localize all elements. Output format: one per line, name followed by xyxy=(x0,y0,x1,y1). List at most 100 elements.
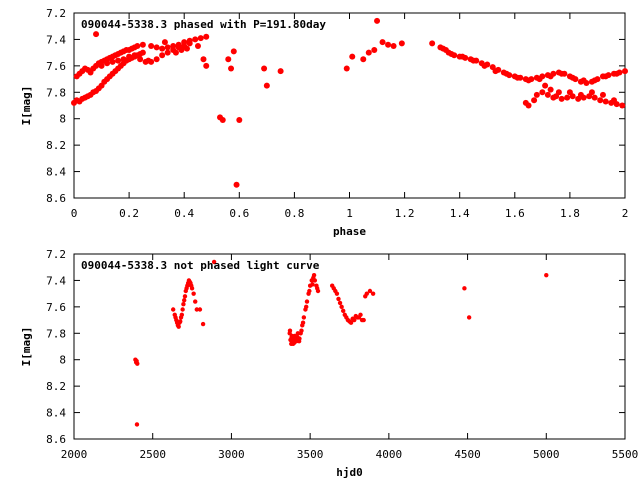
data-point xyxy=(337,300,343,306)
x-tick-label: 0 xyxy=(71,207,78,220)
data-point xyxy=(179,312,185,317)
data-point xyxy=(599,91,606,98)
data-point xyxy=(359,317,365,323)
data-point xyxy=(555,89,562,96)
data-point xyxy=(341,308,346,314)
x-axis-label: phase xyxy=(333,225,366,238)
data-point xyxy=(558,95,565,102)
data-point xyxy=(481,62,488,69)
data-point xyxy=(379,39,386,46)
y-tick-label: 7.8 xyxy=(46,327,66,340)
data-point xyxy=(189,283,194,288)
x-tick-label: 1.8 xyxy=(560,207,580,220)
data-point xyxy=(360,56,367,63)
y-tick-label: 7.2 xyxy=(46,7,66,20)
data-point xyxy=(183,45,190,52)
data-point xyxy=(290,341,296,347)
y-tick-label: 7.4 xyxy=(46,33,66,46)
data-point xyxy=(356,315,362,320)
data-point xyxy=(525,102,532,109)
data-point xyxy=(176,324,181,329)
data-point xyxy=(164,44,171,51)
data-point xyxy=(374,17,381,24)
y-tick-label: 8 xyxy=(59,354,66,367)
data-point xyxy=(347,319,352,324)
data-point xyxy=(459,53,466,60)
data-point xyxy=(304,299,310,304)
x-tick-label: 5000 xyxy=(533,448,560,461)
x-tick-label: 2 xyxy=(622,207,629,220)
data-point xyxy=(191,291,196,296)
data-point xyxy=(131,52,138,59)
data-point xyxy=(514,74,521,81)
data-point xyxy=(139,49,146,56)
data-point xyxy=(311,272,317,278)
data-point xyxy=(173,315,178,320)
data-points xyxy=(71,17,628,188)
chart-title: 090044-5338.3 phased with P=191.80day xyxy=(81,18,326,31)
data-point xyxy=(277,68,284,75)
data-point xyxy=(295,331,301,336)
data-point xyxy=(363,294,368,299)
data-point xyxy=(602,73,609,80)
data-point xyxy=(197,307,203,312)
data-point xyxy=(300,320,306,325)
data-point xyxy=(602,98,609,105)
x-tick-label: 1.6 xyxy=(505,207,525,220)
data-point xyxy=(610,97,617,104)
x-tick-label: 3000 xyxy=(218,448,245,461)
data-point xyxy=(178,47,185,53)
chart-title: 090044-5338.3 not phased light curve xyxy=(81,259,320,272)
data-point xyxy=(187,279,192,284)
data-point xyxy=(542,82,549,89)
data-point xyxy=(367,288,373,294)
data-point xyxy=(440,45,447,52)
data-point xyxy=(184,286,189,291)
data-point xyxy=(344,315,349,320)
data-point xyxy=(448,50,455,57)
data-point xyxy=(137,56,144,63)
data-point xyxy=(153,56,160,63)
data-point xyxy=(547,86,554,93)
data-point xyxy=(566,89,573,96)
unphased-light-curve-panel: 2000 2500 3000 3500 4000 4500 5000 5500 7.2 7.4 7.… xyxy=(20,248,638,479)
data-point xyxy=(126,53,133,60)
data-point xyxy=(211,259,217,265)
data-point xyxy=(181,302,186,307)
data-point xyxy=(622,68,628,75)
data-point xyxy=(466,315,472,320)
data-point xyxy=(339,304,344,310)
phased-light-curve-panel: 0 0.2 0.4 0.6 0.8 1 1.2 1.4 1.6 1.8 2 7.2 7.4 7.6 7.8 8… xyxy=(20,7,628,238)
x-tick-label: 4500 xyxy=(454,448,481,461)
axis-ticks: 0 0.2 0.4 0.6 0.8 1 1.2 1.4 1.6 1.8 2 7.2 7.4 7.6 7.8 8… xyxy=(46,7,628,220)
y-axis-label: I[mag] xyxy=(20,86,33,126)
data-point xyxy=(182,298,187,303)
data-point xyxy=(531,97,538,104)
data-point xyxy=(263,82,270,89)
data-point xyxy=(182,294,188,299)
data-point xyxy=(164,49,171,56)
y-tick-label: 7.6 xyxy=(46,60,66,73)
data-point xyxy=(139,41,146,48)
data-point xyxy=(294,339,299,344)
x-tick-label: 0.8 xyxy=(284,207,304,220)
data-point xyxy=(533,91,540,98)
data-point xyxy=(390,43,397,50)
data-point xyxy=(398,40,405,47)
x-tick-label: 2000 xyxy=(61,448,88,461)
data-point xyxy=(350,316,355,321)
data-point xyxy=(230,48,237,55)
data-point xyxy=(371,47,378,53)
data-point xyxy=(134,422,140,427)
axis-ticks: 2000 2500 3000 3500 4000 4500 5000 5500 7.2 7.4 7.… xyxy=(46,248,638,461)
data-point xyxy=(194,307,199,312)
x-tick-label: 0.2 xyxy=(119,207,139,220)
data-point xyxy=(233,181,240,188)
data-point xyxy=(200,56,207,63)
x-tick-label: 1 xyxy=(346,207,353,220)
y-tick-label: 8.4 xyxy=(46,407,66,420)
data-point xyxy=(539,89,546,96)
data-point xyxy=(536,76,543,83)
data-point xyxy=(93,31,100,38)
